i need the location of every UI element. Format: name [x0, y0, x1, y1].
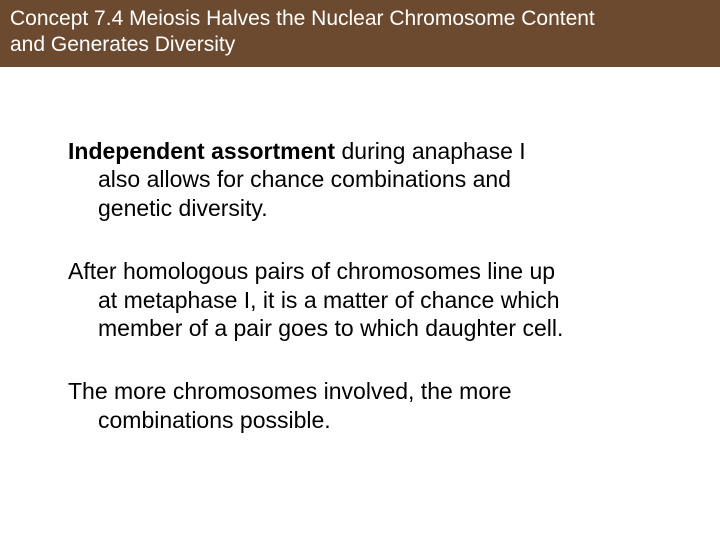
- header-line-2: and Generates Diversity: [10, 32, 710, 58]
- paragraph-3: The more chromosomes involved, the more …: [68, 377, 660, 435]
- p3-line2: combinations possible.: [68, 406, 660, 435]
- p2-line2: at metaphase I, it is a matter of chance…: [68, 286, 660, 315]
- p2-line3: member of a pair goes to which daughter …: [68, 314, 660, 343]
- header-line-1: Concept 7.4 Meiosis Halves the Nuclear C…: [10, 6, 710, 32]
- p1-rest-first: during anaphase I: [335, 138, 526, 164]
- p1-line2: also allows for chance combinations and: [68, 165, 660, 194]
- slide-content: Independent assortment during anaphase I…: [0, 67, 720, 435]
- slide-header: Concept 7.4 Meiosis Halves the Nuclear C…: [0, 0, 720, 67]
- paragraph-2: After homologous pairs of chromosomes li…: [68, 257, 660, 343]
- p1-bold-term: Independent assortment: [68, 138, 335, 164]
- p2-line1: After homologous pairs of chromosomes li…: [68, 258, 555, 284]
- p3-line1: The more chromosomes involved, the more: [68, 378, 512, 404]
- p1-line3: genetic diversity.: [68, 194, 660, 223]
- paragraph-1: Independent assortment during anaphase I…: [68, 137, 660, 223]
